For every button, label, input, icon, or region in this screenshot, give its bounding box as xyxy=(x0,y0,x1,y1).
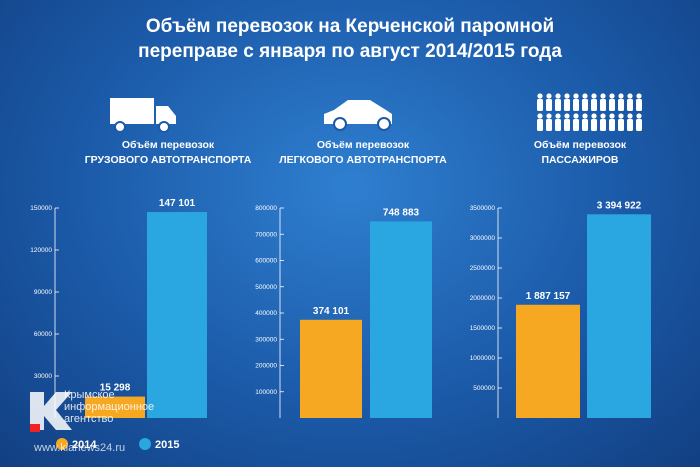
person xyxy=(582,93,588,99)
bar xyxy=(300,319,362,418)
person xyxy=(609,119,615,131)
person xyxy=(555,113,561,119)
person xyxy=(582,119,588,131)
person xyxy=(591,93,597,99)
y-tick-label: 2500000 xyxy=(470,265,496,272)
person xyxy=(555,119,561,131)
y-tick-label: 600000 xyxy=(255,258,277,265)
person xyxy=(636,99,642,111)
subtitle: Объём перевозок ЛЕГКОВОГО АВТОТРАНСПОРТА xyxy=(279,139,447,166)
logo xyxy=(30,392,151,450)
value-label: 147 101 xyxy=(159,198,196,209)
value-label: 1 887 157 xyxy=(526,291,571,302)
person xyxy=(600,113,606,119)
value-label: 748 883 xyxy=(383,207,420,218)
y-tick-label: 2000000 xyxy=(470,295,496,302)
y-tick-label: 500000 xyxy=(473,385,495,392)
person xyxy=(627,93,633,99)
person xyxy=(564,93,570,99)
person xyxy=(546,119,552,131)
person xyxy=(600,99,606,111)
y-tick-label: 200000 xyxy=(255,363,277,370)
subtitle: Объём перевозок ГРУЗОВОГО АВТОТРАНСПОРТА xyxy=(84,139,252,166)
title: Объём перевозок на Керченской паромной п… xyxy=(138,16,562,62)
person xyxy=(591,99,597,111)
car-icon xyxy=(324,100,392,131)
person xyxy=(537,93,543,99)
person xyxy=(546,93,552,99)
subtitle: Объём перевозок ПАССАЖИРОВ xyxy=(533,139,627,166)
person xyxy=(609,113,615,119)
legend-label: 2015 xyxy=(155,439,179,451)
bar xyxy=(370,221,432,418)
person xyxy=(618,93,624,99)
y-tick-label: 60000 xyxy=(34,331,52,338)
person xyxy=(546,99,552,111)
person xyxy=(591,113,597,119)
person xyxy=(636,119,642,131)
watermark-agency: Крымское информационное агентство xyxy=(64,389,155,425)
person xyxy=(573,99,579,111)
y-tick-label: 1000000 xyxy=(470,355,496,362)
y-tick-label: 100000 xyxy=(255,389,277,396)
person xyxy=(546,113,552,119)
value-label: 3 394 922 xyxy=(597,200,642,211)
person xyxy=(573,119,579,131)
y-tick-label: 700000 xyxy=(255,231,277,238)
person xyxy=(582,113,588,119)
person xyxy=(609,99,615,111)
person xyxy=(618,99,624,111)
value-label: 374 101 xyxy=(313,306,350,317)
person xyxy=(600,119,606,131)
y-tick-label: 300000 xyxy=(255,336,277,343)
person xyxy=(636,93,642,99)
person xyxy=(627,113,633,119)
value-label: 15 298 xyxy=(100,383,131,394)
person xyxy=(564,119,570,131)
person xyxy=(627,99,633,111)
person xyxy=(618,119,624,131)
y-tick-label: 3000000 xyxy=(470,235,496,242)
person xyxy=(564,99,570,111)
watermark-url: www.kianews24.ru xyxy=(34,442,126,454)
person xyxy=(537,113,543,119)
bar xyxy=(587,214,651,418)
person xyxy=(573,93,579,99)
bar xyxy=(147,212,207,418)
person xyxy=(609,93,615,99)
person xyxy=(627,119,633,131)
y-tick-label: 3500000 xyxy=(470,205,496,212)
person xyxy=(537,119,543,131)
y-tick-label: 800000 xyxy=(255,205,277,212)
person xyxy=(600,93,606,99)
y-tick-label: 400000 xyxy=(255,310,277,317)
y-tick-label: 120000 xyxy=(30,247,52,254)
person xyxy=(564,113,570,119)
person xyxy=(582,99,588,111)
person xyxy=(618,113,624,119)
bar xyxy=(516,304,580,418)
truck-icon xyxy=(110,98,176,133)
people-icon xyxy=(537,93,642,131)
person xyxy=(573,113,579,119)
legend-label: 2014 xyxy=(72,439,97,451)
y-tick-label: 150000 xyxy=(30,205,52,212)
bar xyxy=(85,396,145,418)
person xyxy=(591,119,597,131)
y-tick-label: 90000 xyxy=(34,289,52,296)
person xyxy=(636,113,642,119)
y-tick-label: 1500000 xyxy=(470,325,496,332)
y-tick-label: 500000 xyxy=(255,284,277,291)
person xyxy=(537,99,543,111)
y-tick-label: 30000 xyxy=(34,373,52,380)
person xyxy=(555,99,561,111)
person xyxy=(555,93,561,99)
